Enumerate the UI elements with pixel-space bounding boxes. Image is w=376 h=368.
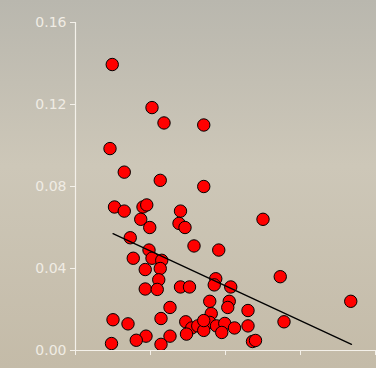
svg-text:0.00: 0.00 [35, 342, 66, 358]
svg-text:0.08: 0.08 [35, 178, 66, 194]
svg-text:0.12: 0.12 [35, 96, 66, 112]
svg-text:0.16: 0.16 [35, 14, 66, 30]
svg-text:0.04: 0.04 [35, 260, 66, 276]
